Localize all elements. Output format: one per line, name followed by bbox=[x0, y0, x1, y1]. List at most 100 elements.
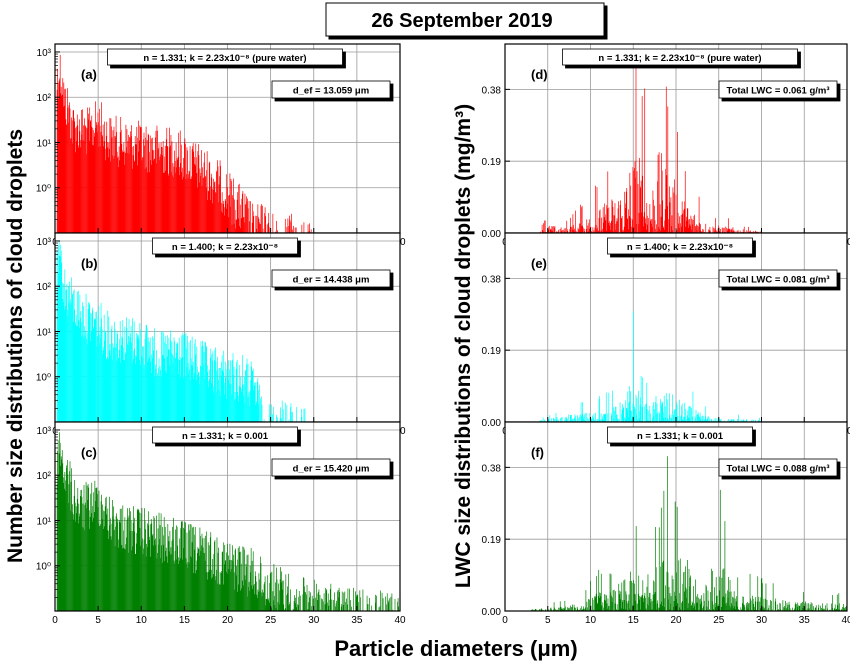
bar bbox=[120, 362, 122, 422]
bar bbox=[660, 566, 662, 611]
bar bbox=[743, 604, 745, 611]
bar bbox=[233, 572, 235, 611]
bar bbox=[624, 600, 625, 611]
bar bbox=[685, 216, 687, 233]
bar bbox=[149, 356, 151, 422]
bar bbox=[285, 574, 287, 611]
bar bbox=[771, 601, 772, 611]
bar bbox=[841, 609, 842, 611]
bar bbox=[355, 596, 357, 611]
bar bbox=[558, 420, 559, 422]
bar bbox=[747, 231, 749, 233]
y-tick-label: 10⁰ bbox=[36, 184, 51, 195]
bar bbox=[258, 218, 260, 233]
bar bbox=[703, 593, 705, 611]
bar bbox=[158, 368, 159, 422]
bar bbox=[119, 508, 121, 611]
bar bbox=[315, 583, 317, 611]
bar bbox=[165, 139, 167, 233]
bar bbox=[196, 187, 198, 233]
data-bars bbox=[56, 54, 312, 234]
bar bbox=[102, 124, 104, 233]
bar bbox=[139, 323, 141, 422]
bar bbox=[187, 178, 189, 233]
bar bbox=[716, 420, 718, 422]
bar bbox=[84, 335, 86, 422]
bar bbox=[68, 302, 70, 422]
bar bbox=[654, 594, 655, 611]
bar bbox=[244, 376, 245, 422]
bar bbox=[162, 155, 163, 233]
bar bbox=[692, 602, 693, 611]
bar bbox=[660, 402, 662, 422]
bar bbox=[143, 346, 144, 422]
bar bbox=[687, 208, 689, 233]
bar bbox=[74, 502, 76, 611]
bar bbox=[632, 416, 633, 422]
bar bbox=[311, 595, 313, 611]
bar bbox=[181, 521, 183, 611]
bar bbox=[719, 231, 720, 233]
bar bbox=[58, 475, 59, 611]
bar bbox=[72, 110, 74, 233]
bar bbox=[157, 130, 158, 233]
bar bbox=[91, 144, 93, 233]
bar bbox=[254, 571, 256, 611]
bar bbox=[159, 160, 160, 233]
bar bbox=[200, 341, 202, 422]
bar bbox=[733, 419, 734, 422]
bar bbox=[284, 402, 286, 422]
bar bbox=[561, 609, 563, 611]
bar bbox=[772, 583, 774, 611]
bar bbox=[264, 576, 266, 611]
bar bbox=[137, 120, 139, 233]
bar bbox=[540, 608, 542, 611]
bar bbox=[616, 604, 618, 611]
bar bbox=[76, 141, 78, 233]
bar bbox=[104, 331, 106, 422]
bar bbox=[559, 228, 561, 233]
bar bbox=[58, 272, 59, 422]
bar bbox=[692, 416, 693, 422]
bar bbox=[566, 418, 568, 422]
bar bbox=[759, 601, 761, 611]
bar bbox=[124, 360, 125, 422]
bar bbox=[567, 607, 568, 611]
left-y-axis-label: Number size distributions of cloud dropl… bbox=[4, 129, 27, 563]
bar bbox=[830, 609, 831, 611]
bar bbox=[673, 415, 674, 422]
bar bbox=[595, 224, 597, 233]
bar bbox=[77, 147, 79, 233]
bar bbox=[243, 395, 244, 422]
bar bbox=[753, 231, 754, 233]
bar bbox=[222, 370, 224, 422]
bar bbox=[216, 171, 217, 233]
bar bbox=[301, 416, 303, 422]
bar bbox=[201, 367, 202, 422]
bar bbox=[723, 596, 724, 611]
bar bbox=[720, 606, 722, 611]
bar bbox=[822, 609, 824, 611]
bar bbox=[140, 127, 141, 233]
bar bbox=[139, 140, 140, 233]
bar bbox=[765, 583, 767, 611]
bar bbox=[139, 125, 141, 233]
bar bbox=[803, 592, 804, 611]
bar bbox=[347, 588, 349, 611]
bar bbox=[246, 566, 247, 611]
bar bbox=[88, 487, 89, 611]
bar bbox=[606, 208, 608, 233]
bar bbox=[76, 114, 78, 233]
bar bbox=[655, 395, 657, 422]
bar bbox=[137, 508, 139, 611]
bar bbox=[590, 580, 591, 611]
bar bbox=[709, 609, 710, 611]
bar bbox=[613, 231, 614, 233]
bar bbox=[569, 420, 571, 422]
bar bbox=[58, 453, 60, 611]
bar bbox=[173, 337, 175, 422]
bar bbox=[338, 597, 339, 611]
bar bbox=[209, 569, 211, 611]
bar bbox=[136, 533, 138, 611]
bar bbox=[59, 255, 61, 422]
